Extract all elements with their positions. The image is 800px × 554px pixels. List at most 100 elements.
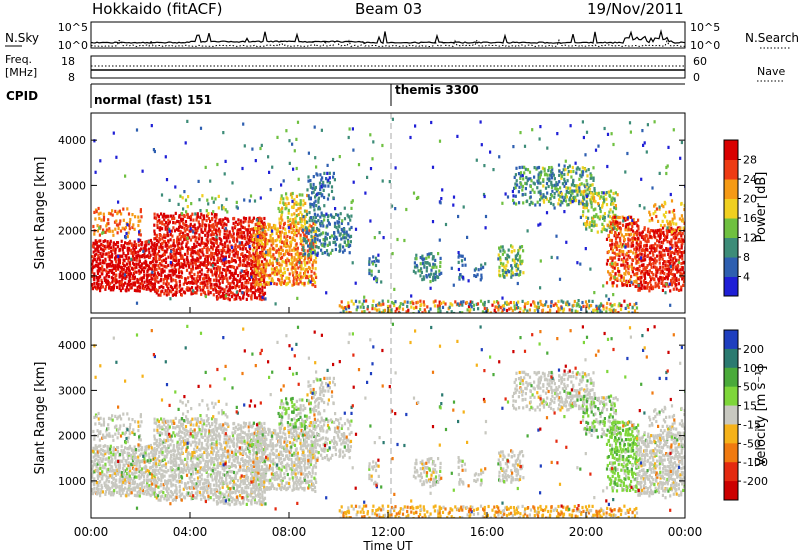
power-cell (590, 176, 593, 180)
velocity-cell (105, 477, 109, 481)
power-cell (644, 243, 647, 248)
power-cell (260, 267, 263, 271)
power-cell (342, 309, 345, 313)
power-cell (550, 182, 553, 186)
power-cell (530, 179, 533, 183)
power-cell (110, 264, 113, 268)
power-cell (665, 165, 668, 170)
velocity-cell (133, 448, 136, 452)
power-cell (254, 289, 257, 293)
power-cell (200, 241, 203, 245)
power-cell (109, 242, 112, 246)
power-cell (181, 263, 185, 267)
velocity-cell (130, 491, 133, 495)
power-cell (194, 226, 197, 231)
power-cell (467, 305, 471, 309)
power-cell (560, 174, 564, 178)
velocity-cell (126, 472, 129, 476)
power-cell (312, 247, 315, 251)
power-cell (304, 263, 307, 267)
power-cell (342, 306, 345, 310)
power-cell (225, 270, 228, 274)
power-cell (320, 213, 324, 217)
velocity-cell (139, 475, 142, 479)
velocity-cell (134, 450, 138, 455)
power-cell (515, 262, 518, 266)
power-cell (596, 309, 599, 313)
power-cell (294, 216, 297, 220)
power-cell (658, 240, 661, 244)
power-cell (286, 216, 289, 220)
power-cell (613, 206, 616, 210)
velocity-cell (115, 460, 118, 464)
power-cell (327, 193, 330, 197)
velocity-cell (145, 483, 148, 487)
power-cell (264, 234, 267, 238)
power-cell (656, 239, 659, 243)
power-cell (124, 241, 127, 245)
power-cell (610, 256, 613, 260)
power-cell (611, 258, 614, 262)
power-cell (244, 217, 248, 221)
power-cell (258, 263, 261, 268)
power-cell (103, 276, 106, 280)
power-cell (239, 231, 242, 235)
power-cell (159, 244, 163, 248)
power-cell (651, 186, 654, 190)
velocity-cell (117, 472, 120, 476)
power-cell (127, 251, 130, 256)
power-cell (211, 264, 214, 268)
power-cell (163, 292, 166, 296)
power-cell (318, 233, 321, 237)
velocity-cell (124, 475, 127, 480)
power-cell (322, 184, 325, 188)
power-cell (99, 251, 102, 256)
power-cell (637, 218, 640, 222)
power-cell (100, 243, 103, 247)
power-cell (123, 227, 126, 231)
velocity-cell (140, 467, 143, 471)
power-cell (253, 246, 256, 250)
power-cell (417, 310, 420, 313)
velocity-cell (100, 448, 103, 452)
power-cell (261, 247, 264, 251)
power-cell (541, 308, 545, 312)
velocity-cell (121, 474, 124, 478)
power-cell (223, 244, 226, 249)
power-cell (203, 260, 206, 264)
power-cell (299, 280, 302, 284)
power-cell (387, 299, 390, 303)
power-cell (542, 184, 545, 188)
power-cell (207, 274, 210, 278)
power-cell (527, 177, 530, 181)
power-cell (343, 236, 346, 240)
power-cell (164, 274, 167, 278)
power-cell (309, 205, 312, 209)
power-cell (686, 122, 688, 125)
power-cell (163, 249, 166, 253)
velocity-cell (151, 487, 154, 491)
power-cell (123, 273, 126, 277)
power-cell (432, 275, 435, 280)
power-cell (363, 309, 366, 313)
power-cell (311, 266, 314, 270)
velocity-cell (115, 465, 118, 469)
power-cell (188, 215, 191, 219)
power-cell (654, 265, 657, 269)
power-cell (438, 272, 441, 276)
power-cell (329, 235, 332, 240)
power-cell (104, 285, 108, 289)
power-cell (667, 273, 670, 277)
power-cell (218, 268, 221, 272)
power-cell (233, 254, 236, 258)
power-cell (542, 194, 545, 198)
power-cell (681, 242, 684, 246)
power-cell (106, 282, 109, 286)
power-cell (644, 280, 647, 285)
power-cell (518, 165, 521, 170)
power-cell (200, 230, 203, 234)
power-cell (226, 265, 229, 270)
velocity-cell (91, 492, 94, 496)
power-cell (163, 253, 166, 257)
power-cell (368, 311, 371, 313)
